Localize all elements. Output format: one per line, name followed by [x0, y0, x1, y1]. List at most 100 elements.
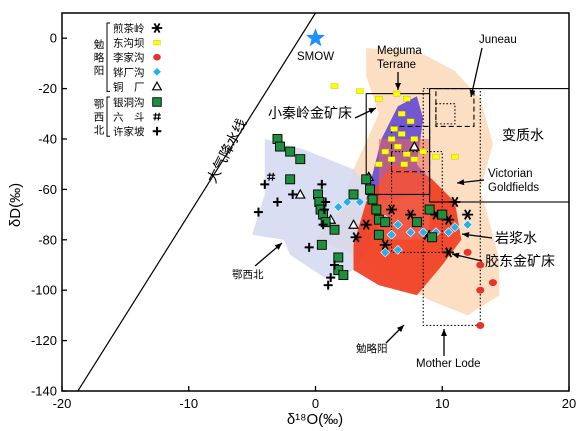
point-3-13: [380, 247, 391, 258]
arrow-xiaoqinling: [354, 107, 377, 119]
point-1-10: [387, 136, 396, 142]
legend-marker-1-2: [152, 126, 162, 136]
x-axis-title: δ¹⁸O(‰): [287, 411, 343, 428]
point-1-3: [392, 90, 401, 97]
point-0-6: [449, 196, 461, 208]
arrow-meguma: [395, 72, 401, 90]
label-exibei: 鄂西北: [232, 269, 264, 281]
point-7-0: [260, 179, 270, 189]
point-1-1: [356, 88, 364, 94]
point-0-1: [360, 219, 372, 230]
smow-star: [306, 28, 325, 47]
point-1-13: [410, 156, 419, 162]
point-7-5: [321, 197, 331, 207]
label-mother-lode: Mother Lode: [416, 358, 481, 370]
point-1-14: [432, 153, 440, 160]
y-tick-label-4: -80: [38, 232, 57, 247]
legend-marker-1-0: [152, 97, 162, 107]
point-6-0: [267, 172, 276, 181]
point-0-2: [379, 239, 391, 251]
legend-label-1-0: 银洞沟: [113, 96, 145, 109]
legend-marker-0-2: [153, 53, 161, 61]
point-3-6: [418, 227, 429, 238]
point-3-12: [392, 244, 403, 255]
point-2-2: [476, 286, 485, 294]
legend-group-1: 鄂西北: [94, 99, 105, 137]
legend-group-0: 勉略阳: [94, 38, 105, 77]
label-jiaodong: 胶东金矿床: [485, 253, 555, 270]
arrow-mianlueyang: [385, 324, 405, 344]
point-5-18: [367, 194, 378, 205]
label-juneau: Juneau: [479, 34, 517, 46]
label-meguma: Meguma: [377, 45, 422, 57]
point-4-4: [348, 218, 360, 229]
point-1-4: [403, 95, 411, 102]
field-layer: [252, 48, 500, 316]
x-tick-label-3: 10: [435, 396, 449, 411]
point-1-2: [375, 95, 383, 102]
label-mianlueyang: 勉略阳: [356, 342, 388, 355]
legend-bracket-0: [106, 22, 110, 92]
point-7-7: [318, 220, 328, 230]
arrow-magmatic-water: [461, 231, 493, 239]
point-7-11: [323, 280, 333, 290]
point-5-14: [338, 270, 349, 281]
point-3-9: [450, 222, 460, 233]
point-2-3: [488, 279, 497, 287]
label-smow: SMOW: [297, 51, 334, 63]
legend-marker-0-1: [153, 40, 161, 46]
point-5-23: [411, 217, 422, 228]
point-3-1: [342, 197, 353, 207]
y-tick-label-1: -20: [38, 81, 57, 96]
point-1-18: [387, 156, 396, 162]
point-0-7: [462, 209, 474, 220]
point-4-3: [408, 140, 420, 151]
axes-layer: -20 -10 0 10 200-20-40-60-80-100-120-140δ¹⁸O…: [7, 31, 576, 428]
legend-label-0-4: 铜 厂: [113, 81, 145, 93]
point-5-17: [365, 184, 375, 195]
box-4: [422, 88, 481, 327]
y-tick-label-6: -120: [31, 333, 57, 348]
box-5: [435, 103, 456, 125]
legend-marker-0-4: [151, 80, 163, 91]
y-tick-label-7: -140: [31, 384, 57, 399]
box-layer: [365, 88, 569, 327]
y-axis-title: δD(‰): [7, 183, 24, 227]
arrow-juneau: [469, 47, 483, 98]
label-magmatic-water: 岩浆水: [495, 231, 537, 247]
point-1-8: [397, 131, 406, 137]
legend-label-0-1: 东沟坝: [113, 37, 145, 50]
point-1-0: [330, 83, 339, 89]
point-1-16: [419, 148, 427, 155]
point-2-1: [476, 261, 485, 269]
legend-bracket-1: [106, 96, 110, 137]
label-metamorphic-water: 变质水: [502, 128, 544, 144]
x-tick-label-0: -20: [53, 396, 72, 411]
x-tick-label-4: 20: [562, 396, 576, 411]
point-2-4: [476, 321, 485, 329]
point-3-11: [386, 229, 397, 240]
point-7-8: [304, 242, 314, 252]
point-5-26: [427, 232, 438, 243]
legend-marker-0-0: [151, 23, 163, 33]
point-1-7: [390, 126, 398, 132]
point-7-4: [317, 179, 327, 189]
point-5-22: [373, 229, 384, 240]
point-1-9: [410, 136, 419, 142]
point-5-21: [380, 217, 391, 228]
point-7-6: [319, 205, 329, 215]
legend-label-0-0: 煎茶岭: [113, 22, 145, 35]
point-5-15: [348, 189, 359, 200]
point-7-9: [330, 260, 340, 270]
point-0-9: [386, 204, 398, 215]
x-tick-label-1: -10: [179, 396, 198, 411]
point-1-12: [403, 151, 411, 157]
field-1: [252, 139, 379, 281]
point-1-11: [394, 143, 402, 150]
y-tick-label-2: -40: [38, 132, 57, 147]
point-3-0: [333, 202, 344, 212]
point-1-6: [406, 118, 415, 125]
point-3-8: [443, 227, 454, 238]
